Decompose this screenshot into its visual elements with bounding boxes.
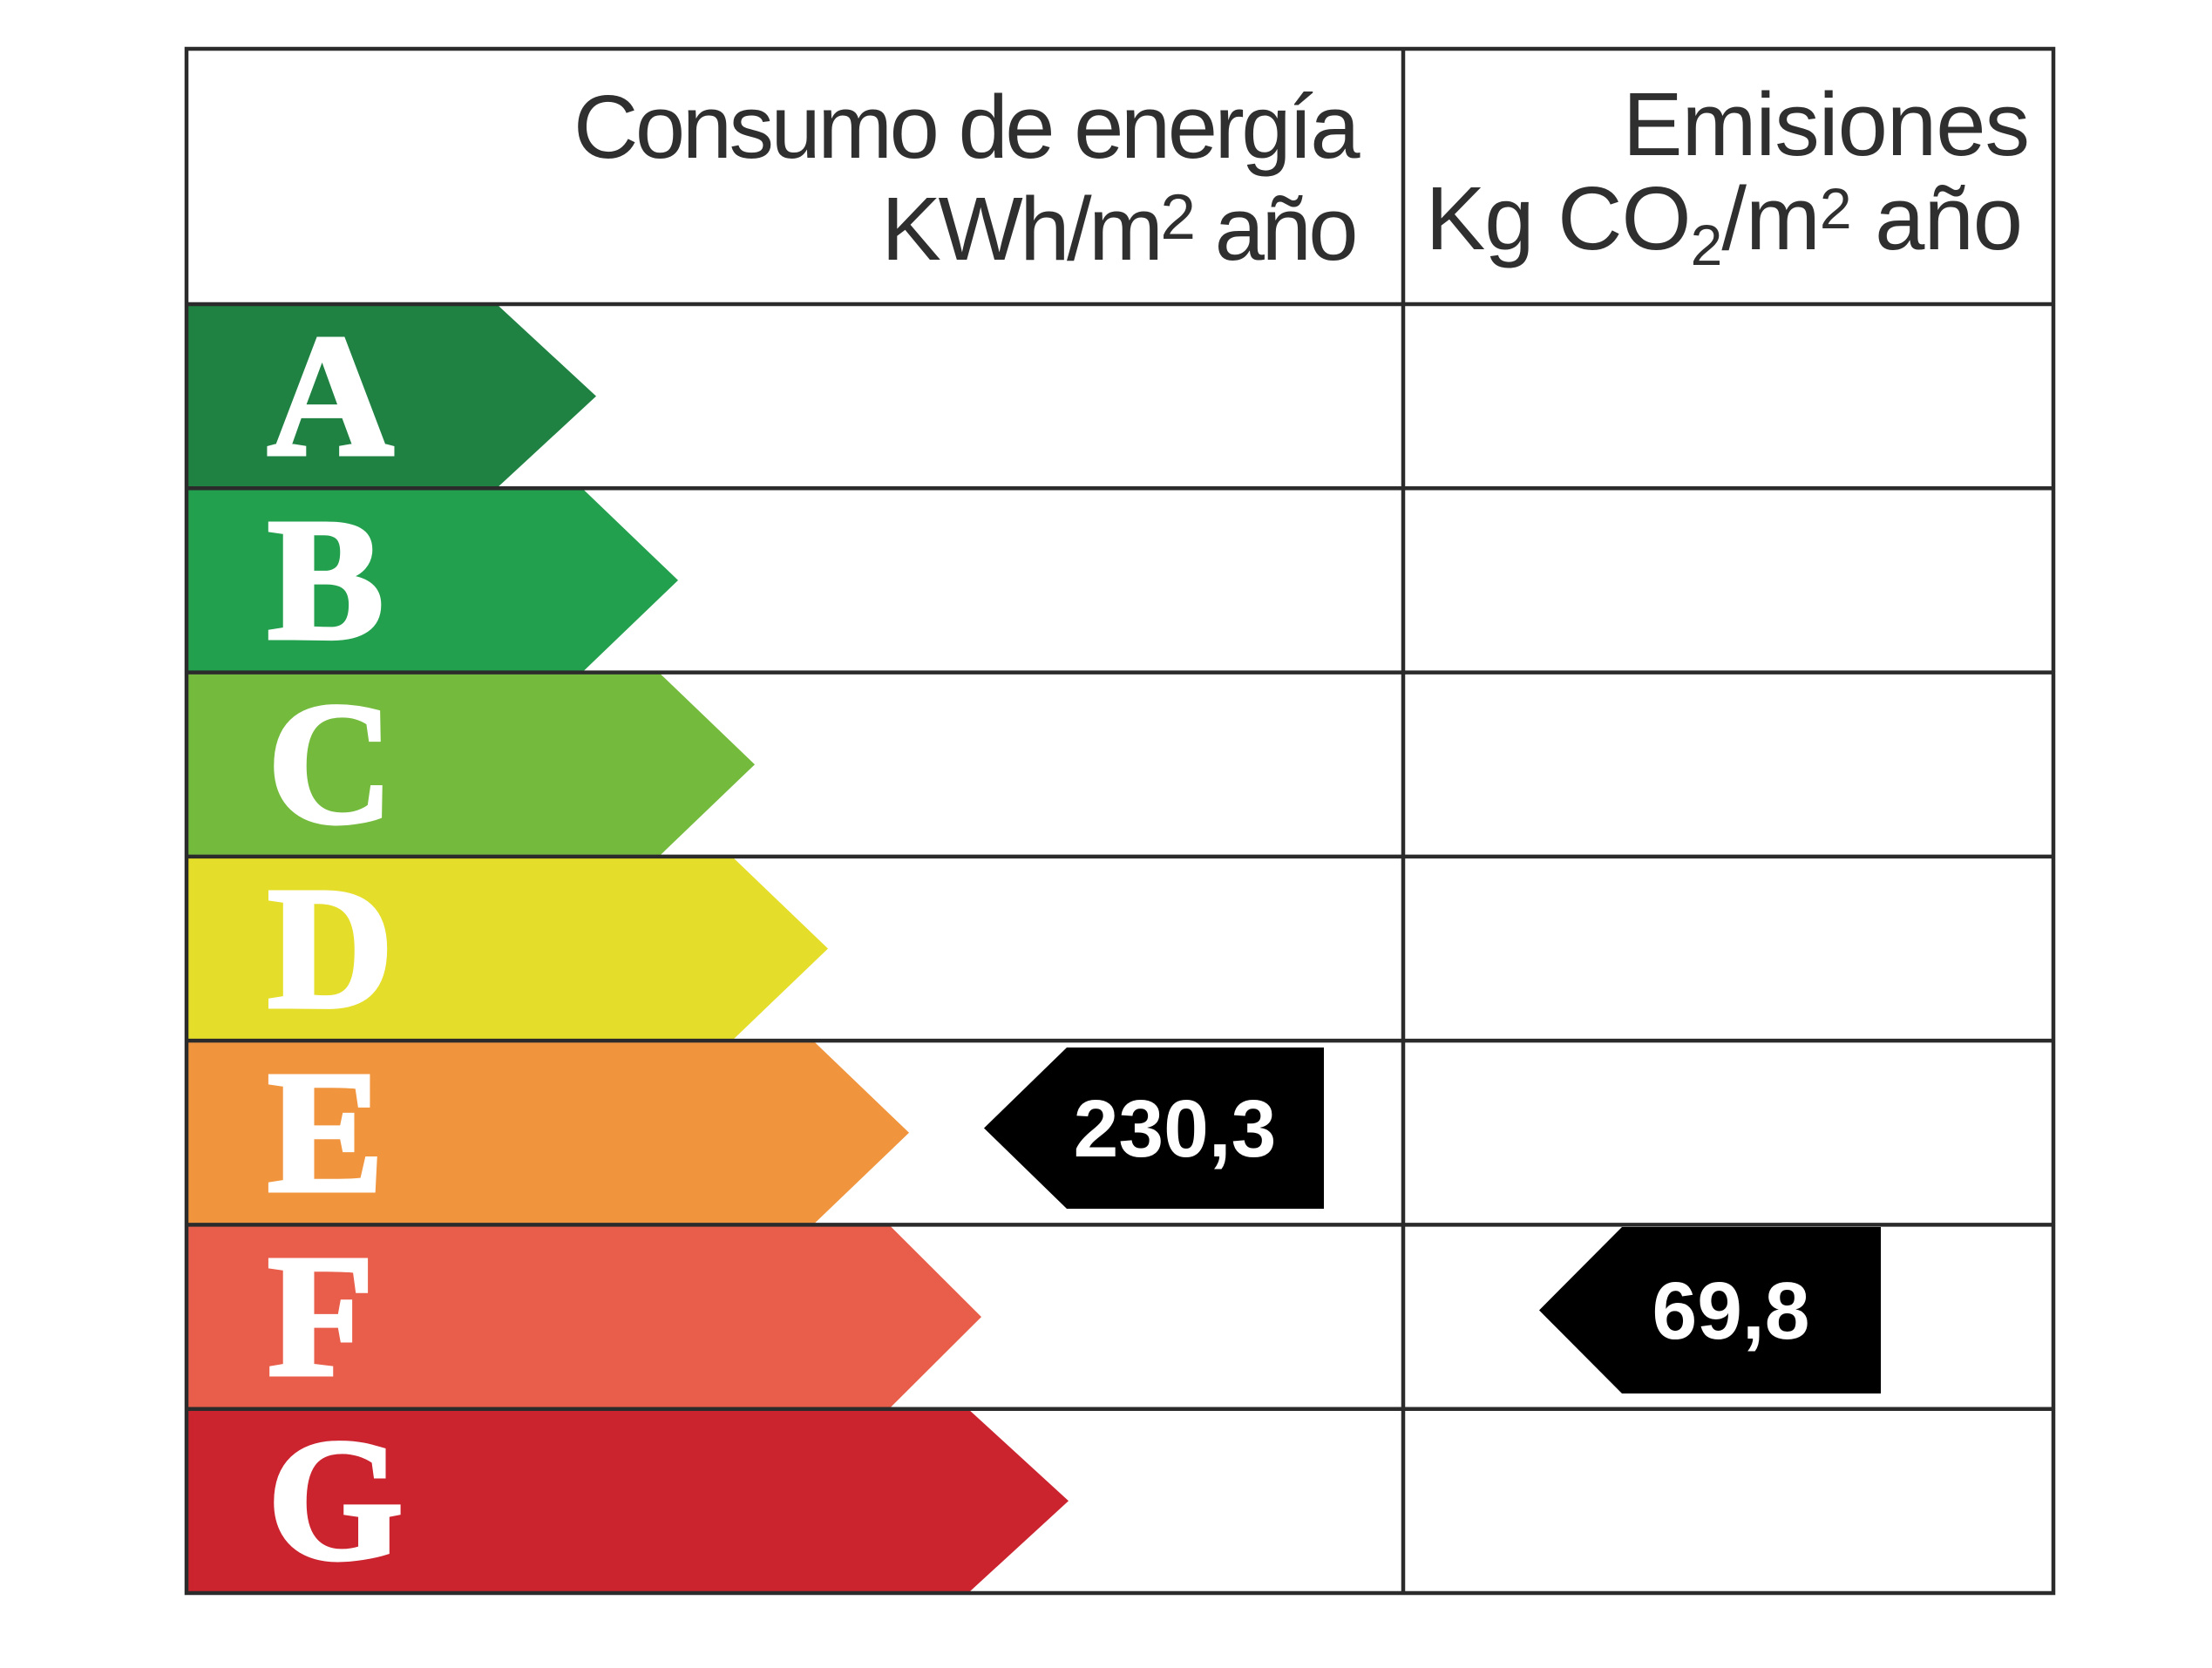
svg-text:F: F — [268, 1220, 374, 1413]
svg-text:A: A — [268, 300, 393, 492]
svg-text:B: B — [268, 484, 383, 676]
svg-text:G: G — [268, 1404, 404, 1597]
svg-text:E: E — [268, 1036, 383, 1229]
svg-text:Kg CO2/m2 año: Kg CO2/m2 año — [1426, 168, 2022, 277]
svg-text:D: D — [268, 852, 393, 1045]
svg-text:230,3: 230,3 — [1074, 1083, 1277, 1174]
svg-text:69,8: 69,8 — [1652, 1265, 1809, 1356]
svg-text:Emisiones: Emisiones — [1623, 74, 2029, 174]
svg-text:KWh/m2 año: KWh/m2 año — [881, 179, 1355, 279]
svg-text:C: C — [268, 668, 393, 860]
svg-text:Consumo de energía: Consumo de energía — [573, 77, 1360, 177]
